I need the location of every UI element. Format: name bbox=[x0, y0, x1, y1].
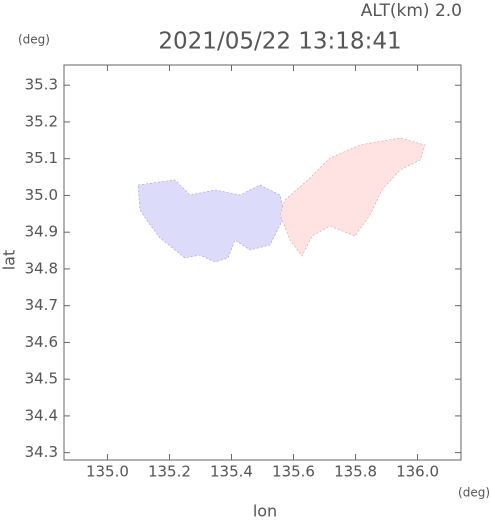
y-tick-label: 34.6 bbox=[25, 333, 58, 351]
plot-frame bbox=[63, 64, 462, 461]
x-tick-label: 135.0 bbox=[86, 463, 129, 481]
echo-negative bbox=[137, 179, 286, 263]
altitude-label: ALT(km) 2.0 bbox=[361, 1, 462, 21]
y-tick-label: 34.8 bbox=[25, 259, 58, 277]
y-unit: (deg) bbox=[18, 33, 50, 47]
echo-regions bbox=[137, 137, 426, 263]
chart-title: 2021/05/22 13:18:41 bbox=[158, 29, 401, 55]
y-tick-label: 34.5 bbox=[25, 370, 58, 388]
x-axis-label: lon bbox=[253, 502, 277, 521]
x-tick-label: 135.2 bbox=[148, 463, 191, 481]
y-tick-label: 34.7 bbox=[25, 296, 58, 314]
y-tick-label: 35.0 bbox=[25, 186, 58, 204]
x-unit: (deg) bbox=[458, 486, 490, 500]
y-tick-label: 35.1 bbox=[25, 149, 58, 167]
x-tick-label: 136.0 bbox=[396, 463, 439, 481]
y-tick-label: 35.3 bbox=[25, 76, 58, 94]
x-tick-label: 135.6 bbox=[272, 463, 315, 481]
x-tick-label: 135.8 bbox=[334, 463, 377, 481]
y-tick-label: 34.9 bbox=[25, 223, 58, 241]
y-tick-label: 34.3 bbox=[25, 443, 58, 461]
y-axis-label: lat bbox=[0, 250, 19, 271]
echo-positive bbox=[279, 137, 426, 257]
y-tick-label: 35.2 bbox=[25, 112, 58, 130]
y-tick-label: 34.4 bbox=[25, 406, 58, 424]
x-tick-label: 135.4 bbox=[210, 463, 253, 481]
